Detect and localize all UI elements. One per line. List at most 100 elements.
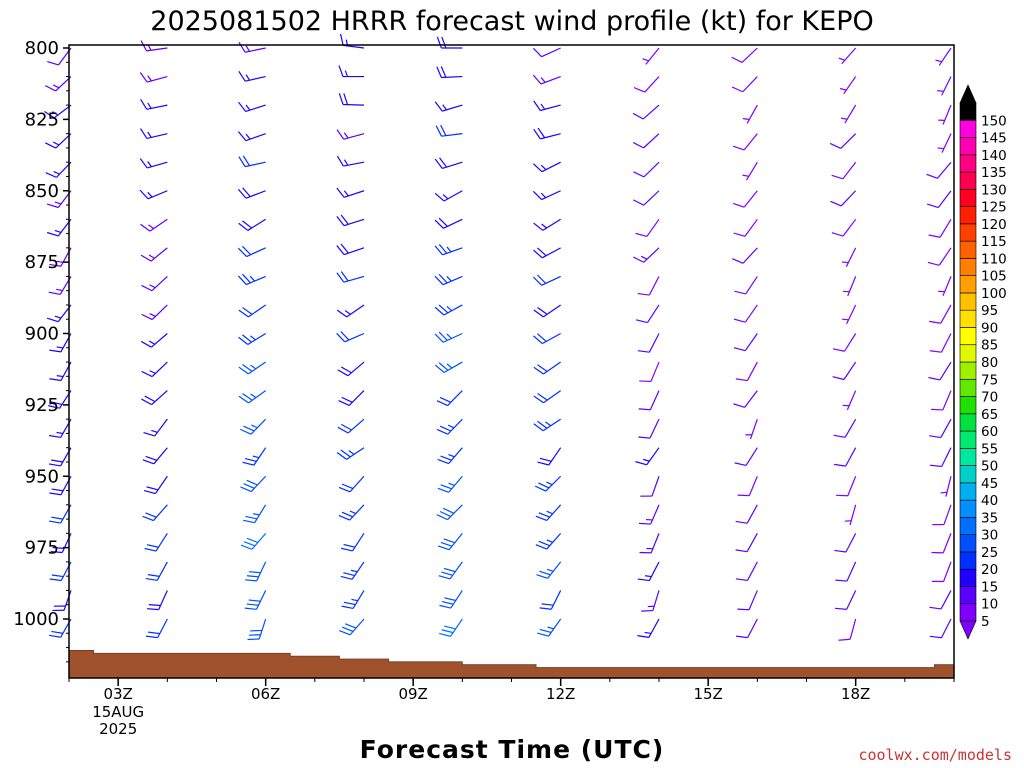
wind-barb-feather	[351, 598, 358, 602]
wind-barb	[141, 275, 168, 292]
colorbar-swatch	[959, 292, 977, 311]
wind-barb-feather	[243, 483, 255, 489]
wind-barb	[635, 218, 660, 238]
wind-barb-feather	[926, 203, 939, 209]
wind-barb-feather	[238, 41, 246, 53]
wind-barb-feather	[56, 260, 64, 263]
wind-barb-feather	[832, 376, 845, 381]
wind-barb	[44, 133, 72, 149]
wind-barb-feather	[537, 307, 548, 315]
wind-barb-feather	[637, 635, 649, 638]
wind-barb	[938, 104, 952, 125]
x-tick-label: 09Z	[398, 685, 427, 703]
wind-barb	[434, 361, 463, 374]
colorbar-label: 65	[981, 407, 998, 423]
wind-barb-feather	[237, 188, 247, 199]
wind-barb-feather	[242, 393, 253, 401]
wind-barb-feather	[731, 86, 744, 93]
wind-barb-feather	[539, 457, 552, 462]
colorbar-swatch	[959, 137, 977, 156]
wind-barb-feather	[435, 125, 443, 137]
wind-barb	[336, 214, 365, 227]
wind-barb	[632, 190, 660, 206]
wind-barb-feather	[344, 623, 357, 629]
wind-barb-feather	[446, 246, 452, 253]
wind-barb-feather	[940, 491, 948, 494]
wind-barb	[338, 65, 365, 78]
colorbar-swatch	[959, 206, 977, 225]
wind-barb	[731, 76, 758, 93]
wind-barb-staff	[746, 504, 758, 524]
wind-barb	[436, 418, 463, 435]
wind-barb-staff	[153, 447, 168, 465]
wind-barb-feather	[52, 84, 60, 89]
wind-barb-staff	[842, 161, 857, 180]
wind-barb-feather	[541, 223, 548, 229]
wind-barb-staff	[943, 504, 952, 525]
wind-barb	[338, 504, 365, 521]
wind-barb-feather	[242, 307, 253, 315]
wind-barb-feather	[732, 202, 745, 208]
wind-barb	[139, 189, 168, 200]
wind-barb	[140, 218, 168, 232]
wind-barb	[339, 618, 365, 636]
wind-barb-feather	[252, 455, 260, 459]
wind-barb-feather	[546, 510, 553, 515]
wind-barb-staff	[244, 47, 266, 53]
wind-barb-feather	[249, 275, 256, 282]
wind-barb	[141, 304, 168, 321]
wind-barb-feather	[145, 635, 158, 639]
wind-barb	[537, 447, 562, 466]
wind-barb-feather	[633, 86, 646, 93]
wind-barb-staff	[157, 618, 168, 638]
wind-barb	[139, 158, 168, 169]
wind-barb	[142, 504, 168, 522]
wind-barb	[637, 276, 660, 296]
wind-barb	[437, 475, 463, 493]
wind-barb-feather	[343, 190, 349, 197]
colorbar-label: 90	[981, 320, 998, 336]
wind-barb-feather	[242, 187, 251, 198]
wind-barb	[832, 333, 857, 352]
wind-barb-staff	[442, 247, 463, 256]
wind-barb-feather	[238, 309, 249, 318]
wind-barb	[742, 161, 758, 181]
wind-barb-feather	[51, 459, 63, 463]
colorbar-swatch	[959, 378, 977, 397]
wind-barb-feather	[532, 190, 543, 200]
wind-barb-staff	[941, 447, 952, 467]
wind-barb-feather	[434, 158, 443, 169]
colorbar-label: 95	[981, 303, 998, 319]
wind-barb	[434, 243, 463, 256]
wind-barb	[48, 276, 72, 296]
wind-barb	[240, 475, 267, 493]
wind-barb-staff	[541, 47, 561, 58]
colorbar-label: 40	[981, 493, 998, 509]
wind-barb	[533, 390, 562, 404]
wind-barb-staff	[150, 247, 168, 262]
wind-barb	[338, 390, 365, 407]
wind-barb-feather	[440, 124, 447, 136]
wind-barb	[434, 304, 463, 316]
wind-barb-feather	[436, 36, 442, 49]
wind-barb	[926, 161, 952, 179]
wind-barb-feather	[537, 420, 548, 429]
wind-barb-staff	[940, 618, 952, 638]
wind-barb-staff	[938, 47, 952, 66]
wind-barb-staff	[643, 133, 660, 149]
wind-barb	[434, 101, 463, 112]
wind-barb-feather	[140, 223, 151, 232]
x-tick-label: 18Z	[841, 685, 870, 703]
wind-barb-feather	[443, 538, 455, 544]
wind-barb-staff	[347, 418, 365, 434]
wind-barb-staff	[541, 190, 561, 201]
wind-barb-feather	[248, 599, 261, 602]
wind-barb-feather	[438, 362, 449, 371]
wind-barb-feather	[242, 273, 251, 284]
wind-barb-feather	[931, 408, 943, 411]
wind-barb-staff	[155, 533, 168, 552]
wind-barb	[929, 447, 952, 468]
wind-barb-staff	[844, 418, 857, 438]
wind-barb-staff	[844, 104, 857, 124]
